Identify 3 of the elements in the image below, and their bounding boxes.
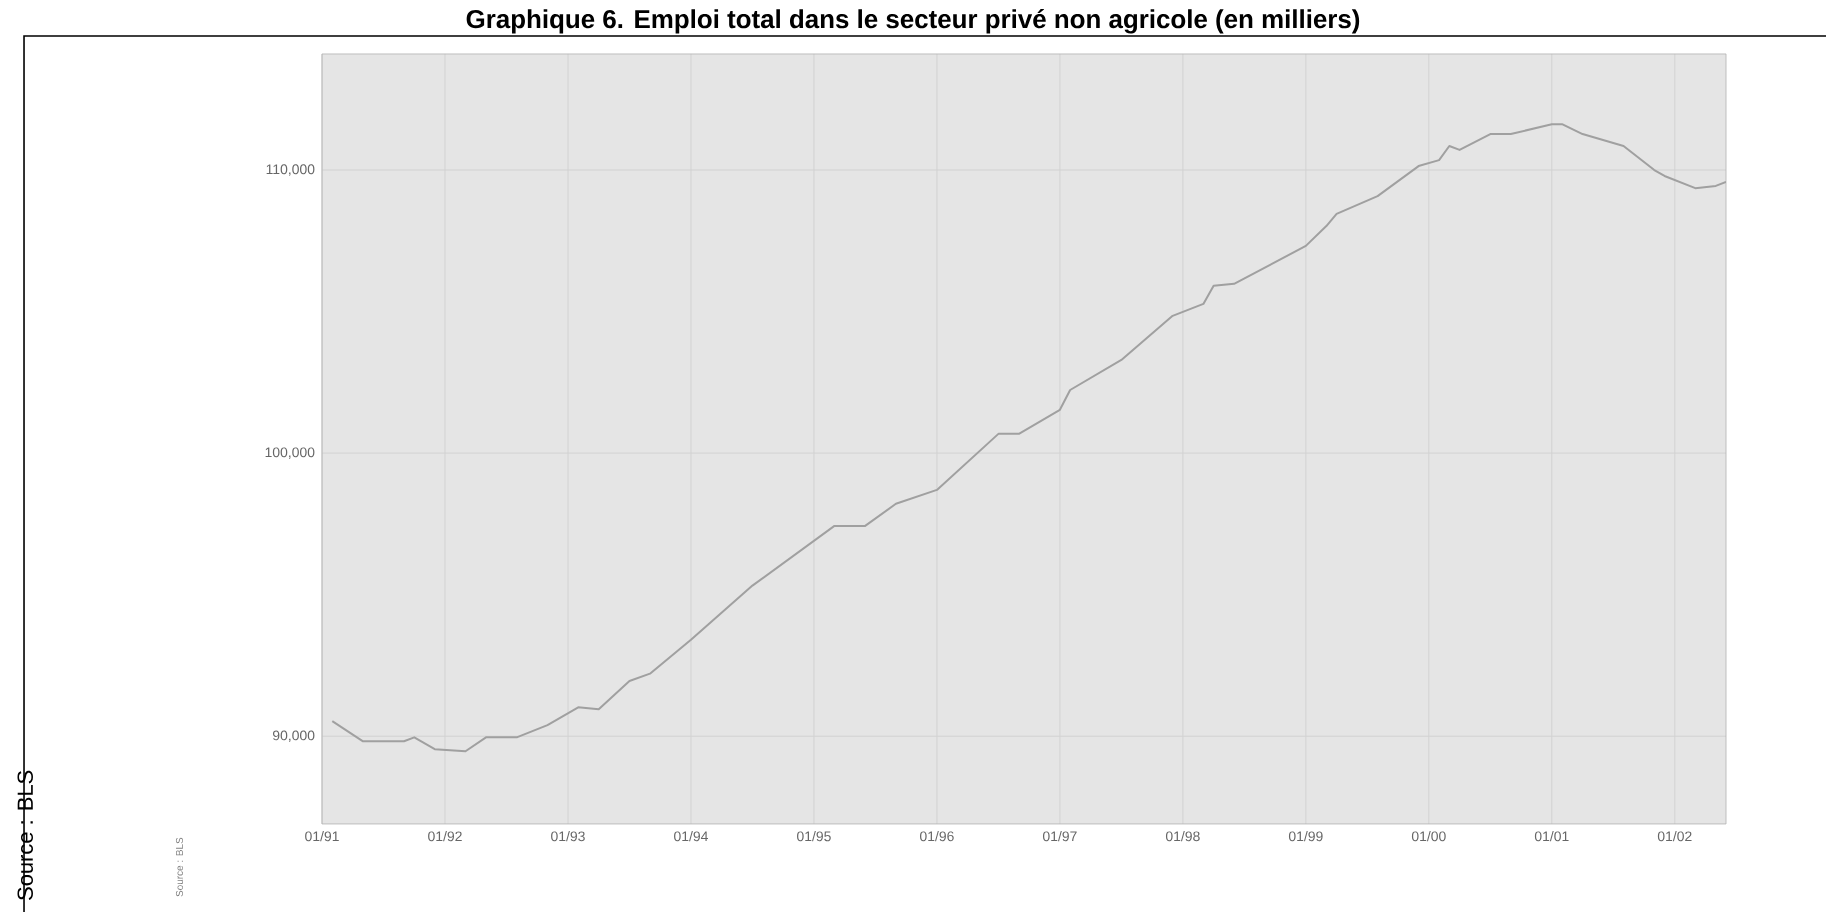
source-note: Source : BLS bbox=[17, 770, 33, 900]
chart-title: Graphique 6. Emploi total dans le secteur privé non agricole (en milliers) bbox=[466, 9, 1360, 34]
line-series bbox=[331, 123, 1727, 753]
